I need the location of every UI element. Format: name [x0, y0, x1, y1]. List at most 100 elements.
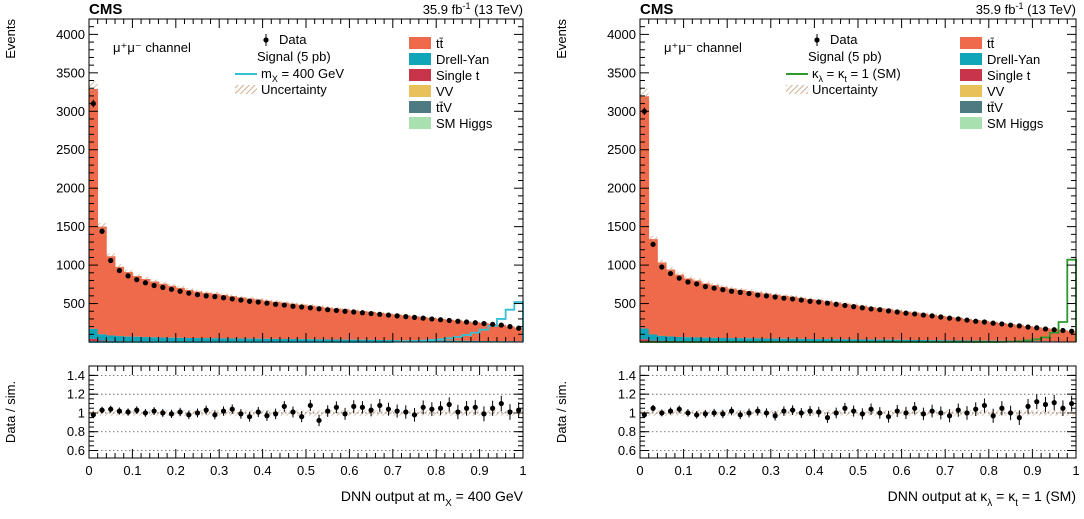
data-point: [299, 304, 304, 309]
data-point: [982, 319, 987, 324]
x-axis-label: DNN output at κλ = κt = 1 (SM): [888, 488, 1076, 509]
data-point: [481, 321, 486, 326]
y-tick-label: 2500: [607, 142, 636, 157]
ratio-point: [677, 407, 682, 412]
data-point: [1008, 322, 1013, 327]
x-tick-label: 0.5: [297, 463, 315, 478]
ratio-point: [490, 406, 495, 411]
ttbar-bar: [745, 291, 754, 338]
legend-signal-rest: = 400 GeV: [278, 66, 344, 81]
ttbar-bar: [797, 298, 806, 339]
ttbar-bar: [684, 278, 693, 337]
ratio-point: [729, 408, 734, 413]
data-point: [377, 312, 382, 317]
data-point: [360, 310, 365, 315]
x-tick-label: 0.4: [254, 463, 272, 478]
data-point: [473, 320, 478, 325]
ratio-point: [325, 408, 330, 413]
ratio-point: [195, 410, 200, 415]
ratio-point: [429, 407, 434, 412]
ratio-point: [455, 409, 460, 414]
data-point: [455, 319, 460, 324]
ratio-y-tick-label: 0.6: [67, 443, 85, 458]
data-point: [912, 311, 917, 316]
x-tick-label: 0.6: [893, 463, 911, 478]
ratio-point: [947, 413, 952, 418]
drell-yan-bar: [158, 338, 167, 342]
x-tick-label: 0.3: [210, 463, 228, 478]
ttbar-bar: [89, 89, 98, 329]
data-point: [447, 318, 452, 323]
ratio-point: [1025, 404, 1030, 409]
data-point: [342, 309, 347, 314]
ttbar-bar: [701, 283, 710, 337]
ratio-point: [507, 409, 512, 414]
y-tick-label: 1000: [607, 258, 636, 273]
drell-yan-bar: [132, 337, 141, 341]
data-point: [650, 242, 655, 247]
drell-yan-bar: [736, 338, 745, 341]
ttbar-bar: [98, 227, 107, 335]
drell-yan-bar: [684, 337, 693, 341]
ratio-point: [1017, 415, 1022, 420]
data-point: [895, 309, 900, 314]
y-tick-label: 500: [614, 296, 636, 311]
legend-process-swatch: [409, 117, 431, 129]
ratio-point: [386, 407, 391, 412]
ttbar-bar: [306, 306, 315, 340]
x-tick-label: 0: [85, 463, 92, 478]
x-tick-label: 0.9: [471, 463, 489, 478]
y-tick-label: 500: [63, 296, 85, 311]
ratio-point: [720, 411, 725, 416]
ratio-point: [299, 414, 304, 419]
ratio-point: [481, 411, 486, 416]
ratio-point: [694, 412, 699, 417]
data-point: [947, 316, 952, 321]
ttbar-bar: [649, 239, 658, 334]
ttbar-bar: [771, 295, 780, 339]
y-tick-label: 4000: [607, 27, 636, 42]
ratio-point: [438, 406, 443, 411]
x-tick-label: 1: [519, 463, 526, 478]
ratio-y-axis-label: Data / sim.: [3, 381, 18, 443]
data-point: [421, 316, 426, 321]
ratio-point: [921, 411, 926, 416]
ratio-point: [764, 410, 769, 415]
data-point: [746, 291, 751, 296]
ttbar-bar: [150, 282, 159, 338]
ttbar-bar: [228, 296, 237, 338]
data-point: [834, 302, 839, 307]
ratio-point: [1052, 400, 1057, 405]
legend-process-swatch: [409, 37, 431, 49]
uncertainty-band: [89, 81, 98, 97]
data-point: [1017, 323, 1022, 328]
data-point: [186, 291, 191, 296]
ratio-point: [377, 403, 382, 408]
ratio-y-tick-label: 1.4: [618, 368, 636, 383]
data-point: [877, 307, 882, 312]
legend-uncertainty-swatch: [786, 85, 808, 94]
ratio-point: [447, 402, 452, 407]
y-tick-label: 2000: [56, 181, 85, 196]
data-point: [369, 311, 374, 316]
data-point: [1025, 324, 1030, 329]
ttbar-bar: [727, 289, 736, 339]
drell-yan-bar: [718, 338, 727, 341]
data-point: [178, 289, 183, 294]
legend-process-swatch: [960, 69, 982, 81]
drell-yan-bar: [211, 338, 220, 341]
ratio-point: [816, 409, 821, 414]
ratio-point: [273, 411, 278, 416]
drell-yan-bar: [106, 335, 115, 340]
legend-signal-var: m: [261, 66, 272, 81]
luminosity-value: 35.9 fb: [976, 2, 1016, 17]
data-point: [290, 304, 295, 309]
data-point: [999, 321, 1004, 326]
legend-signal-rest: = κ: [823, 66, 845, 81]
y-tick-label: 3000: [56, 104, 85, 119]
data-point: [851, 304, 856, 309]
data-point: [108, 258, 113, 263]
cms-label: CMS: [89, 1, 122, 18]
data-point: [264, 301, 269, 306]
ttbar-bar: [841, 304, 850, 340]
